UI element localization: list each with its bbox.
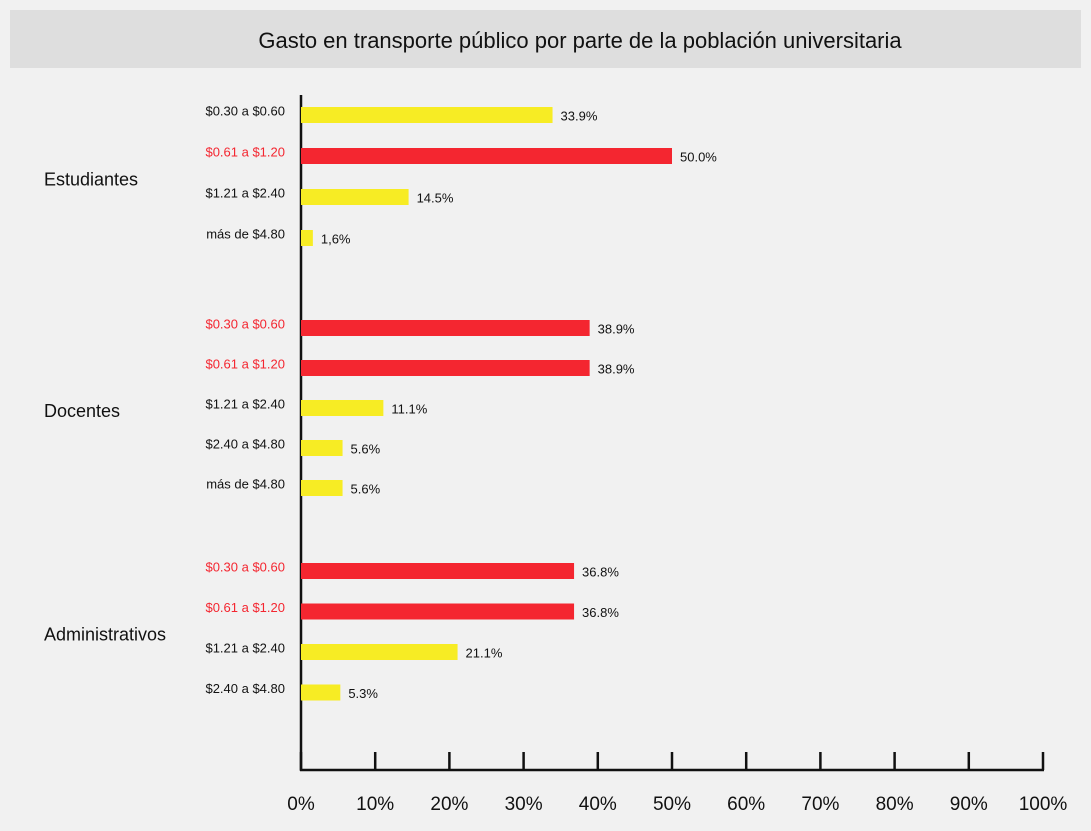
- bar: [301, 644, 458, 660]
- bar: [301, 230, 313, 246]
- bar: [301, 684, 341, 701]
- x-tick-label: 80%: [876, 794, 914, 815]
- group-label: Estudiantes: [44, 169, 138, 189]
- x-tick-label: 70%: [801, 794, 839, 815]
- bar-label: $2.40 a $4.80: [205, 436, 285, 451]
- value-label: 38.9%: [598, 321, 635, 336]
- x-tick-label: 30%: [505, 794, 543, 815]
- x-tick-label: 10%: [356, 794, 394, 815]
- x-tick-label: 100%: [1019, 794, 1068, 815]
- bar-label: más de $4.80: [206, 226, 285, 241]
- value-label: 21.1%: [466, 645, 503, 660]
- bar: [301, 320, 590, 336]
- value-label: 5.6%: [351, 441, 381, 456]
- x-tick-label: 0%: [287, 794, 315, 815]
- bar-label: $0.61 a $1.20: [205, 144, 285, 159]
- group-label: Administrativos: [44, 625, 166, 645]
- bar-label: $0.30 a $0.60: [205, 559, 285, 574]
- bar-label: $0.61 a $1.20: [205, 600, 285, 615]
- bar: [301, 148, 672, 164]
- bar: [301, 440, 343, 456]
- value-label: 11.1%: [391, 401, 427, 416]
- bar-label: $0.30 a $0.60: [205, 103, 285, 118]
- bar-label: $0.61 a $1.20: [205, 356, 285, 371]
- chart-title: Gasto en transporte público por parte de…: [258, 28, 902, 53]
- bar-label: $1.21 a $2.40: [205, 185, 285, 200]
- x-tick-label: 40%: [579, 794, 617, 815]
- x-tick-label: 50%: [653, 794, 691, 815]
- bar: [301, 189, 409, 205]
- value-label: 5.6%: [351, 481, 381, 496]
- title-band: [10, 10, 1081, 68]
- value-label: 50.0%: [680, 149, 717, 164]
- value-label: 36.8%: [582, 605, 619, 620]
- bar-label: $2.40 a $4.80: [205, 681, 285, 696]
- group-label: Docentes: [44, 401, 120, 421]
- bar: [301, 480, 343, 496]
- bar: [301, 603, 575, 620]
- bar: [301, 563, 575, 579]
- value-label: 1,6%: [321, 231, 351, 246]
- bar-label: $0.30 a $0.60: [205, 316, 285, 331]
- x-tick-label: 20%: [430, 794, 468, 815]
- bar: [301, 107, 553, 123]
- value-label: 5.3%: [348, 686, 378, 701]
- bar: [301, 400, 384, 416]
- bar-label: $1.21 a $2.40: [205, 396, 285, 411]
- bar: [301, 360, 590, 376]
- value-label: 14.5%: [417, 190, 454, 205]
- bar-label: $1.21 a $2.40: [205, 640, 285, 655]
- x-tick-label: 90%: [950, 794, 988, 815]
- value-label: 33.9%: [561, 108, 598, 123]
- value-label: 38.9%: [598, 361, 635, 376]
- value-label: 36.8%: [582, 564, 619, 579]
- bar-label: más de $4.80: [206, 476, 285, 491]
- x-tick-label: 60%: [727, 794, 765, 815]
